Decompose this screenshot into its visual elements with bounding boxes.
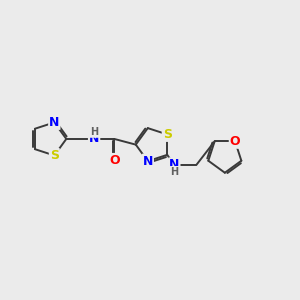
Text: H: H <box>171 167 179 177</box>
Text: N: N <box>49 116 59 129</box>
Text: O: O <box>230 135 240 148</box>
Text: S: S <box>50 149 59 162</box>
Text: N: N <box>169 158 179 171</box>
Text: O: O <box>109 154 120 167</box>
Text: N: N <box>89 132 99 146</box>
Text: N: N <box>142 154 153 168</box>
Text: H: H <box>90 127 98 137</box>
Text: S: S <box>163 128 172 141</box>
